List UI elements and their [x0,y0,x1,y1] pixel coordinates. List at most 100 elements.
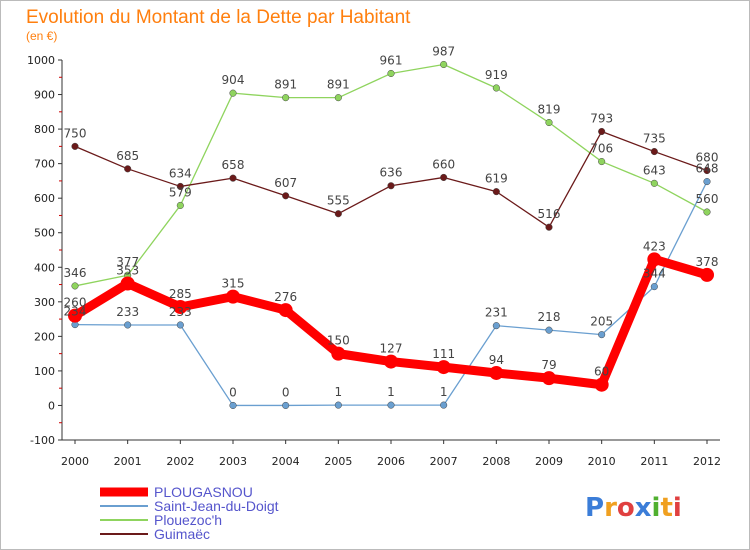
data-point [703,178,711,186]
axes: -100010020030040050060070080090010002000… [27,54,721,468]
data-point [542,371,556,386]
logo-letter: i [673,493,682,523]
logo-letter: x [635,493,652,523]
x-tick-label: 2009 [535,455,563,468]
data-point [124,165,132,173]
data-label: 516 [538,207,561,221]
x-tick-label: 2000 [61,455,89,468]
data-label: 987 [432,44,455,58]
data-point [68,308,82,323]
chart-subtitle: (en €) [26,29,57,43]
data-label: 79 [541,358,556,372]
data-label: 658 [222,158,245,172]
data-label: 1 [440,385,448,399]
data-point [331,346,346,361]
data-point [545,223,553,231]
data-label: 680 [696,151,719,165]
data-point [440,60,448,69]
data-point [387,401,395,409]
data-point [176,321,184,329]
data-label: 560 [696,192,719,206]
data-label: 233 [116,305,139,319]
data-point [598,158,606,166]
data-label: 1 [335,385,343,399]
y-tick-label: 700 [34,158,55,171]
data-label: 285 [169,287,192,301]
data-label: 961 [380,53,403,67]
logo-letter: r [604,493,617,523]
data-point [229,89,237,97]
data-label: 634 [169,166,192,180]
x-tick-label: 2005 [324,455,352,468]
data-label: 660 [432,157,455,171]
data-label: 636 [380,166,403,180]
legend-label: Saint-Jean-du-Doigt [154,498,279,514]
y-tick-label: 100 [34,365,55,378]
data-label: 60 [594,365,609,379]
data-point [334,401,342,409]
x-tick-label: 2002 [166,455,194,468]
data-point [173,300,188,314]
data-label: 793 [590,112,613,126]
data-point [598,331,606,339]
data-point [650,283,658,291]
data-label: 150 [327,334,350,348]
data-point [229,174,237,182]
data-label: 643 [643,163,666,177]
data-label: 127 [380,342,403,356]
y-tick-label: 0 [48,399,55,412]
data-point [650,147,658,156]
data-label: 276 [274,290,297,304]
data-label: 94 [489,353,504,367]
data-point [492,188,500,196]
data-point [700,267,714,282]
data-label: 819 [538,103,561,117]
data-label: 377 [116,255,139,269]
chart-title: Evolution du Montant de la Dette par Hab… [26,7,411,28]
y-tick-label: 800 [34,123,55,136]
data-label: 891 [274,78,297,92]
data-label: 111 [432,347,455,361]
data-label: 234 [64,305,87,319]
x-tick-label: 2011 [640,455,668,468]
data-point [387,182,395,190]
legend: PLOUGASNOUSaint-Jean-du-DoigtPlouezoc'hG… [100,484,279,542]
data-point [120,276,135,291]
y-tick-label: 500 [34,227,55,240]
data-label: 555 [327,194,350,208]
data-point [436,360,451,375]
data-label: 0 [229,385,237,399]
data-point [226,289,240,304]
x-tick-label: 2004 [272,455,300,468]
logo-letter: P [585,493,604,523]
data-point [598,127,606,136]
data-point [545,118,553,127]
data-labels: 346 377 579 904 891 891 961 987 919 819 706 643 560 7… [64,44,719,399]
data-label: 1 [387,385,395,399]
data-label: 423 [643,239,666,253]
data-label: 750 [64,126,87,140]
data-point [489,365,504,380]
data-label: 233 [169,305,192,319]
data-label: 706 [590,142,613,156]
data-point [492,84,500,92]
data-point [278,303,293,318]
data-point [545,326,553,334]
x-tick-label: 2003 [219,455,247,468]
logo-letter: o [617,493,635,523]
data-point [176,182,184,190]
legend-label: Plouezoc'h [154,512,222,528]
data-label: 919 [485,68,508,82]
data-label: 205 [590,315,613,329]
data-point [282,94,290,102]
y-tick-label: 900 [34,89,55,102]
proxiti-logo: Proxiti [585,493,682,523]
y-tick-label: -100 [30,434,55,447]
data-label: 891 [327,78,350,92]
data-point [440,173,448,182]
data-label: 904 [222,73,245,87]
data-point [440,401,448,409]
data-label: 346 [64,266,87,280]
data-label: 607 [274,176,297,190]
